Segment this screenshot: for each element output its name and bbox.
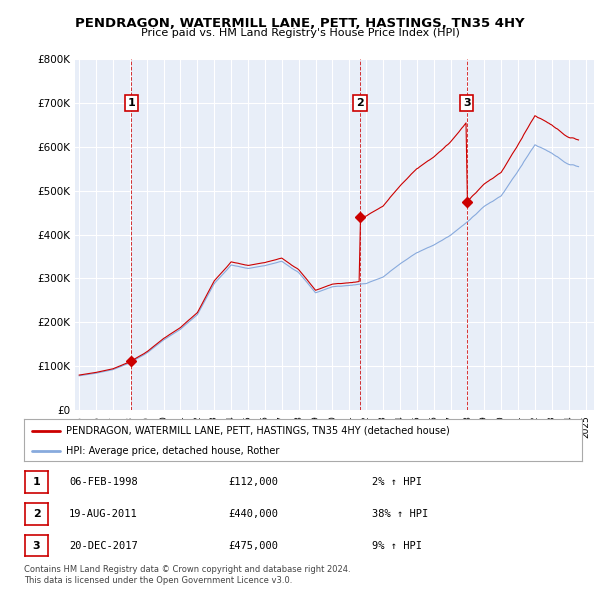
Text: PENDRAGON, WATERMILL LANE, PETT, HASTINGS, TN35 4HY: PENDRAGON, WATERMILL LANE, PETT, HASTING… — [75, 17, 525, 30]
Text: Contains HM Land Registry data © Crown copyright and database right 2024.: Contains HM Land Registry data © Crown c… — [24, 565, 350, 573]
Text: £440,000: £440,000 — [228, 509, 278, 519]
Text: 19-AUG-2011: 19-AUG-2011 — [69, 509, 138, 519]
Text: 1: 1 — [128, 98, 135, 108]
Text: 9% ↑ HPI: 9% ↑ HPI — [372, 541, 422, 550]
Text: Price paid vs. HM Land Registry's House Price Index (HPI): Price paid vs. HM Land Registry's House … — [140, 28, 460, 38]
Text: 1: 1 — [33, 477, 40, 487]
Text: 2: 2 — [33, 509, 40, 519]
Text: 3: 3 — [463, 98, 470, 108]
Text: 38% ↑ HPI: 38% ↑ HPI — [372, 509, 428, 519]
Text: This data is licensed under the Open Government Licence v3.0.: This data is licensed under the Open Gov… — [24, 576, 292, 585]
Text: £475,000: £475,000 — [228, 541, 278, 550]
Text: HPI: Average price, detached house, Rother: HPI: Average price, detached house, Roth… — [66, 446, 279, 455]
Text: 2: 2 — [356, 98, 364, 108]
Text: 2% ↑ HPI: 2% ↑ HPI — [372, 477, 422, 487]
Text: PENDRAGON, WATERMILL LANE, PETT, HASTINGS, TN35 4HY (detached house): PENDRAGON, WATERMILL LANE, PETT, HASTING… — [66, 426, 449, 436]
Text: 3: 3 — [33, 541, 40, 550]
Text: £112,000: £112,000 — [228, 477, 278, 487]
Text: 06-FEB-1998: 06-FEB-1998 — [69, 477, 138, 487]
Text: 20-DEC-2017: 20-DEC-2017 — [69, 541, 138, 550]
